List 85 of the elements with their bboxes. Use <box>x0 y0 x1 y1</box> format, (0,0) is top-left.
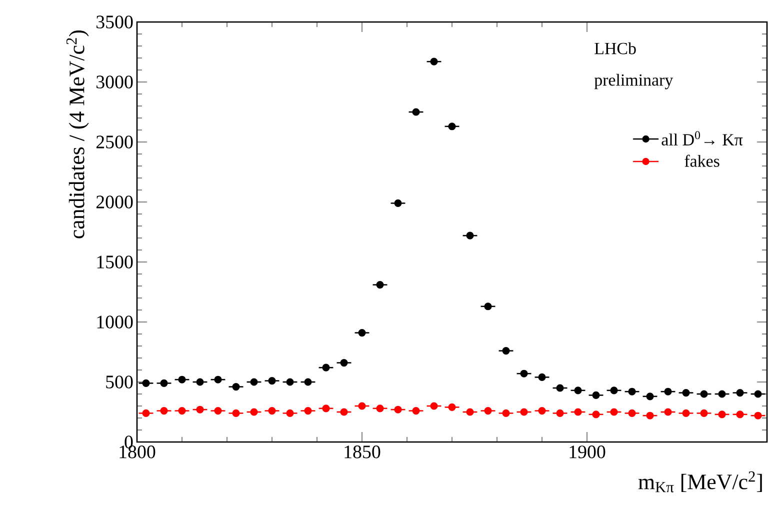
point <box>322 404 330 412</box>
point <box>376 404 384 412</box>
point <box>268 407 276 415</box>
point <box>340 359 348 367</box>
point <box>754 390 762 398</box>
point <box>394 406 402 414</box>
y-tick-label: 500 <box>106 376 133 388</box>
point <box>520 408 528 416</box>
point <box>160 407 168 415</box>
point <box>700 409 708 417</box>
point <box>268 377 276 385</box>
point <box>412 407 420 415</box>
point <box>736 410 744 418</box>
x-axis-title: m$_{Kπ}$ [MeV/c$^{2}$] <box>638 471 762 492</box>
y-axis-title: candidates / (4 MeV/c$^{2}$) <box>66 30 89 238</box>
point <box>466 408 474 416</box>
legend-label: fakes <box>684 154 720 167</box>
point <box>592 410 600 418</box>
point <box>196 406 204 414</box>
point <box>484 302 492 310</box>
point <box>538 407 546 415</box>
point <box>214 407 222 415</box>
x-tick-label: 1900 <box>570 446 606 458</box>
point <box>646 392 654 400</box>
point <box>682 389 690 397</box>
y-tick-label: 3500 <box>96 16 133 28</box>
point <box>196 378 204 386</box>
point <box>520 370 528 378</box>
point <box>214 376 222 384</box>
point <box>142 379 150 387</box>
point <box>556 384 564 392</box>
point <box>178 376 186 384</box>
y-tick-label: 3000 <box>96 76 133 88</box>
point <box>754 412 762 420</box>
point <box>448 403 456 411</box>
point <box>610 386 618 394</box>
y-tick-label: 1500 <box>97 256 133 268</box>
point <box>232 409 240 417</box>
point <box>160 379 168 387</box>
point <box>664 388 672 396</box>
point <box>250 378 258 386</box>
point <box>484 407 492 415</box>
point <box>376 281 384 289</box>
point <box>610 408 618 416</box>
y-tick-label: 2000 <box>96 196 133 208</box>
legend-label: all D$^{0}$→ Kπ <box>662 131 743 146</box>
point <box>430 402 438 410</box>
y-tick-label: 2500 <box>96 136 133 148</box>
point <box>304 407 312 415</box>
point <box>142 409 150 417</box>
point <box>682 409 690 417</box>
point <box>700 390 708 398</box>
point <box>286 409 294 417</box>
point <box>448 122 456 130</box>
point <box>466 232 474 240</box>
point <box>322 364 330 372</box>
point <box>358 329 366 337</box>
point <box>286 378 294 386</box>
point <box>178 407 186 415</box>
point <box>502 347 510 355</box>
point <box>304 378 312 386</box>
point <box>430 58 438 66</box>
point <box>556 409 564 417</box>
point <box>358 402 366 410</box>
point <box>628 388 636 396</box>
point <box>502 409 510 417</box>
point <box>538 373 546 381</box>
point <box>718 410 726 418</box>
point <box>718 390 726 398</box>
point <box>664 408 672 416</box>
point <box>412 108 420 116</box>
point <box>232 383 240 391</box>
y-tick-label: 1000 <box>97 316 133 328</box>
x-tick-label: 1850 <box>344 446 380 458</box>
point <box>574 408 582 416</box>
point <box>646 412 654 420</box>
point <box>736 389 744 397</box>
point <box>250 408 258 416</box>
point <box>574 386 582 394</box>
point <box>628 409 636 417</box>
annotation: preliminary <box>594 74 674 90</box>
point <box>340 408 348 416</box>
annotation: LHCb <box>594 42 636 54</box>
point <box>592 391 600 399</box>
point <box>394 199 402 207</box>
